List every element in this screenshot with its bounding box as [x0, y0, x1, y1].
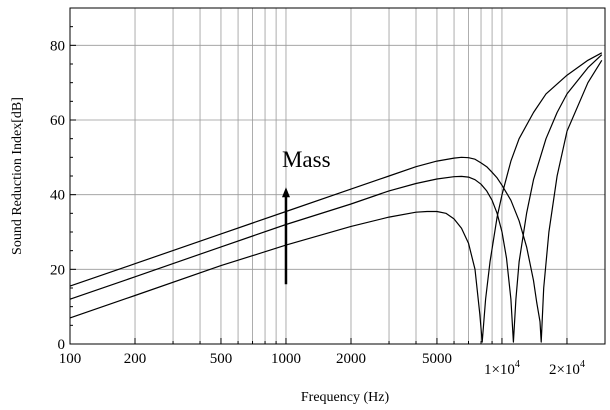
y-tick-label: 20 — [50, 262, 65, 278]
x-tick-label: 100 — [59, 351, 82, 367]
series-line-2 — [69, 54, 603, 343]
x-tick-label: 1×104 — [484, 359, 520, 378]
series-line-1 — [69, 59, 603, 343]
x-tick-label: 1000 — [271, 351, 301, 367]
mass-arrowhead — [281, 187, 290, 198]
x-tick-label: 2×104 — [549, 359, 585, 378]
x-tick-label: 2000 — [336, 351, 366, 367]
x-axis-title: Frequency (Hz) — [301, 390, 390, 405]
y-tick-label: 40 — [50, 188, 65, 204]
x-tick-label: 500 — [210, 351, 233, 367]
grid-lines — [69, 8, 606, 345]
y-tick-label: 0 — [58, 337, 66, 353]
mass-label: Mass — [282, 147, 331, 172]
annotation: Mass — [281, 147, 331, 285]
plot-frame — [69, 7, 606, 345]
series-group — [69, 52, 603, 343]
y-tick-label: 80 — [50, 38, 65, 54]
x-tick-label: 200 — [124, 351, 147, 367]
y-axis-title: Sound Reduction Index[dB] — [10, 97, 25, 255]
y-tick-label: 60 — [50, 113, 65, 129]
x-axis: 100 200 500 1000 2000 5000 1×104 2×104 — [59, 338, 606, 378]
y-axis: 0 20 40 60 80 — [50, 7, 76, 353]
series-line-3 — [69, 52, 603, 343]
x-tick-label: 5000 — [422, 351, 452, 367]
